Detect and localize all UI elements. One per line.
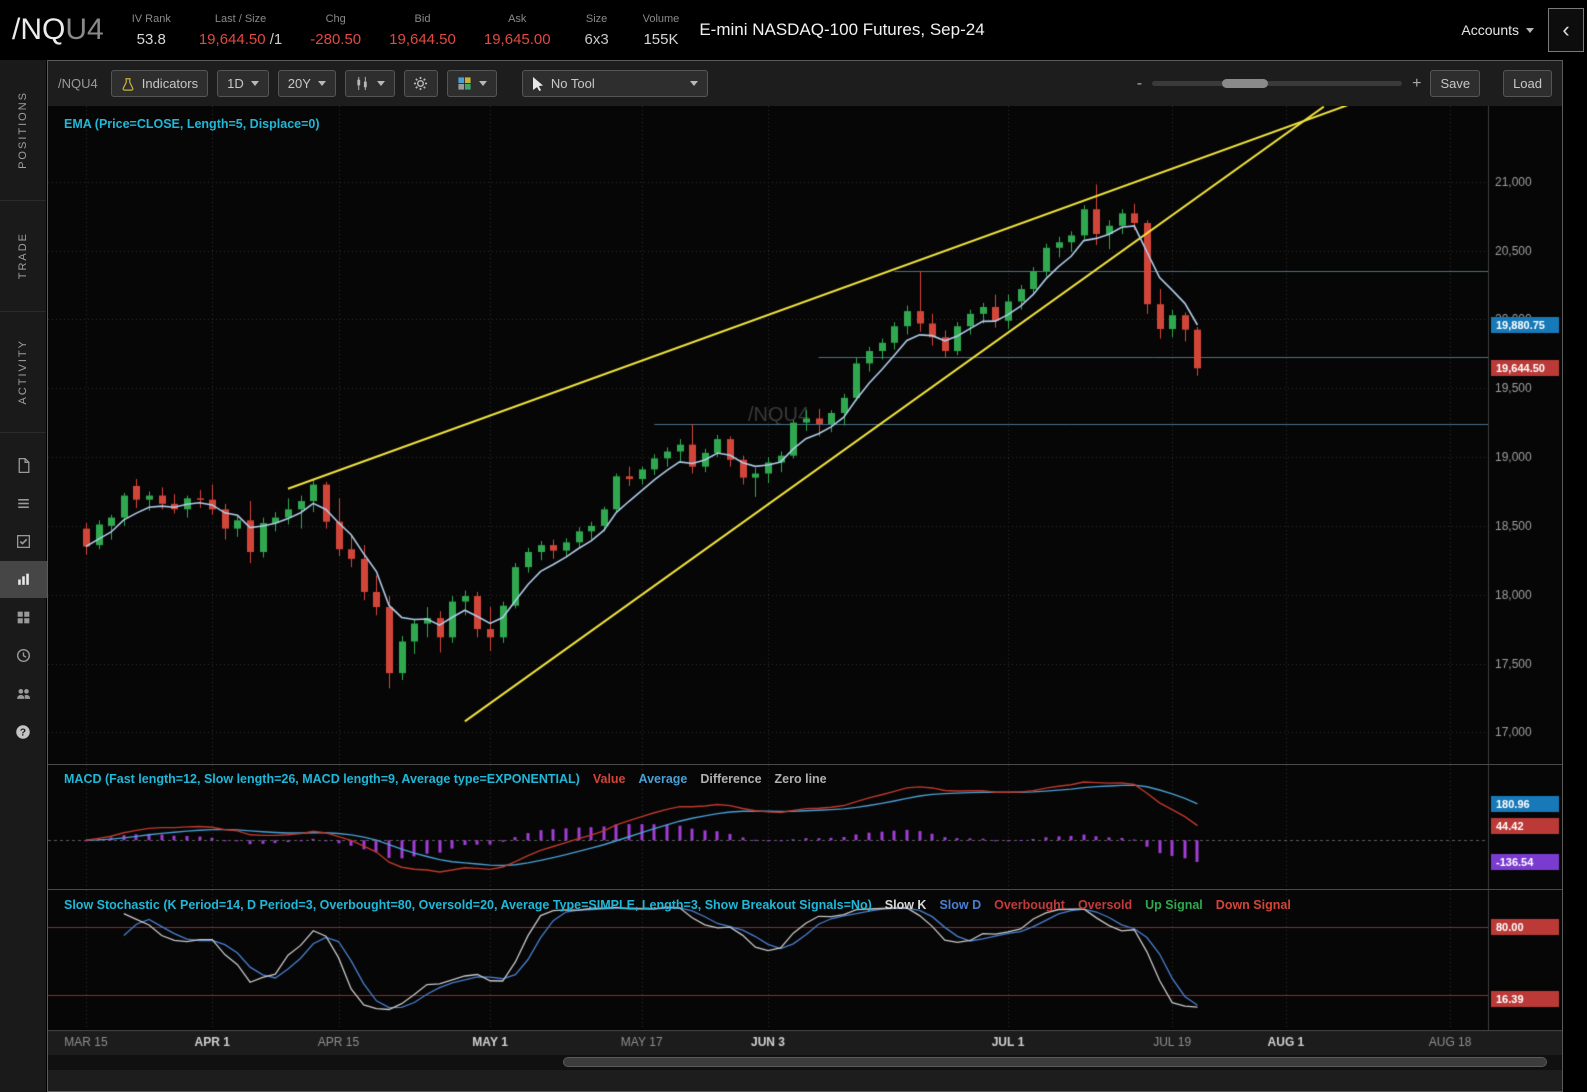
zoom-out-button[interactable]: - <box>1136 74 1143 92</box>
range-dropdown[interactable]: 20Y <box>277 70 336 97</box>
quote-field-value: 19,644.50 <box>389 30 456 48</box>
quote-field-value: 6x3 <box>584 30 609 48</box>
collapse-panel-button[interactable]: ‹ <box>1548 8 1584 52</box>
chevron-down-icon <box>1526 27 1534 33</box>
save-label: Save <box>1440 76 1471 91</box>
checklist-icon[interactable] <box>0 523 47 560</box>
stochastic-chart-canvas[interactable] <box>48 890 1562 1030</box>
quote-field-value: 19,644.50 /1 <box>198 30 283 48</box>
people-icon[interactable] <box>0 675 47 712</box>
left-sidebar: POSITIONS TRADE ACTIVITY <box>0 60 47 1092</box>
indicators-label: Indicators <box>141 76 199 91</box>
price-chart-canvas[interactable] <box>48 106 1562 764</box>
quote-field-iv-rank: IV Rank 53.8 <box>132 13 171 48</box>
panel-divider <box>48 889 1562 890</box>
quote-field-label: Chg <box>325 12 346 25</box>
quote-field-size: /1 <box>265 30 283 48</box>
symbol-root: /NQ <box>12 13 66 46</box>
clock-icon[interactable] <box>0 637 47 674</box>
sidebar-tab-label: ACTIVITY <box>17 339 29 405</box>
chevron-down-icon <box>478 81 487 86</box>
quote-header: /NQU4 IV Rank 53.8 Last / Size 19,644.50 /1… <box>0 0 1587 60</box>
chart-icon[interactable] <box>0 561 47 598</box>
quote-field-bid: Bid 19,644.50 <box>389 13 456 48</box>
drawing-tool-dropdown[interactable]: No Tool <box>521 70 708 97</box>
drawing-tool-value: No Tool <box>550 76 595 91</box>
chevron-down-icon <box>317 81 326 86</box>
chevron-down-icon <box>250 81 259 86</box>
chevron-down-icon <box>689 81 698 86</box>
sidebar-tab-activity[interactable]: ACTIVITY <box>0 312 46 433</box>
chart-type-dropdown[interactable] <box>344 70 395 97</box>
flask-icon <box>122 77 134 91</box>
quote-field-last-size: Last / Size 19,644.50 /1 <box>199 13 282 48</box>
quote-field-ask: Ask 19,645.00 <box>484 13 551 48</box>
save-button[interactable]: Save <box>1430 70 1481 97</box>
chart-style-dropdown[interactable] <box>446 70 497 97</box>
quote-field-chg: Chg -280.50 <box>310 13 361 48</box>
chart-panel: /NQU4 Indicators 1D 20Y <box>47 60 1563 1092</box>
grid-icon[interactable] <box>0 599 47 636</box>
accounts-menu[interactable]: Accounts <box>1461 22 1534 38</box>
indicators-button[interactable]: Indicators <box>110 70 209 97</box>
load-label: Load <box>1513 76 1542 91</box>
quote-field-label: Volume <box>642 12 680 25</box>
symbol-title: /NQU4 <box>12 15 104 45</box>
timeframe-value: 1D <box>227 76 244 91</box>
chart-symbol-label: /NQU4 <box>58 76 98 91</box>
instrument-description: E-mini NASDAQ-100 Futures, Sep-24 <box>699 20 985 39</box>
style-grid-icon <box>458 77 471 90</box>
zoom-in-button[interactable]: + <box>1412 74 1422 92</box>
range-value: 20Y <box>287 76 311 91</box>
zoom-slider-handle[interactable] <box>1222 79 1269 88</box>
sidebar-tab-label: TRADE <box>17 232 29 280</box>
chevron-left-icon: ‹ <box>1562 17 1570 42</box>
document-icon[interactable] <box>0 447 47 484</box>
quote-field-value: 155K <box>643 30 679 48</box>
help-icon[interactable]: ? <box>0 713 47 750</box>
candlestick-icon <box>357 76 367 91</box>
chart-settings-button[interactable] <box>403 70 438 97</box>
zoom-slider[interactable] <box>1152 79 1403 88</box>
timeframe-dropdown[interactable]: 1D <box>217 70 269 97</box>
sidebar-tab-positions[interactable]: POSITIONS <box>0 60 46 201</box>
quote-field-volume: Volume 155K <box>643 13 680 48</box>
svg-text:?: ? <box>20 727 26 738</box>
load-button[interactable]: Load <box>1503 70 1552 97</box>
cursor-icon <box>532 76 543 91</box>
quote-field-size: Size 6x3 <box>579 13 615 48</box>
symbol-contract: U4 <box>65 13 104 46</box>
quote-field-label: Ask <box>508 12 527 25</box>
quote-field-label: IV Rank <box>131 12 171 25</box>
chart-scrollbar[interactable] <box>48 1055 1562 1070</box>
chart-toolbar: /NQU4 Indicators 1D 20Y <box>48 61 1562 106</box>
quote-field-label: Bid <box>414 12 431 25</box>
sidebar-tab-trade[interactable]: TRADE <box>0 201 46 312</box>
list-icon[interactable] <box>0 485 47 522</box>
quote-field-label: Last / Size <box>214 12 267 25</box>
scrollbar-thumb[interactable] <box>562 1057 1547 1067</box>
sidebar-icon-rail: ? <box>0 447 47 750</box>
quote-fields: IV Rank 53.8 Last / Size 19,644.50 /1 Chg -28… <box>132 13 680 48</box>
accounts-label: Accounts <box>1461 22 1519 38</box>
chevron-down-icon <box>376 81 385 86</box>
time-axis <box>48 1030 1562 1054</box>
quote-field-value: 19,645.00 <box>483 30 551 48</box>
quote-field-value: -280.50 <box>310 30 362 48</box>
macd-chart-canvas[interactable] <box>48 765 1562 889</box>
sidebar-tab-label: POSITIONS <box>17 91 29 169</box>
zoom-control: - + <box>1136 74 1422 92</box>
quote-field-label: Size <box>585 12 608 25</box>
gear-icon <box>414 76 428 91</box>
panel-divider <box>48 764 1562 765</box>
quote-field-value: 53.8 <box>136 30 166 48</box>
